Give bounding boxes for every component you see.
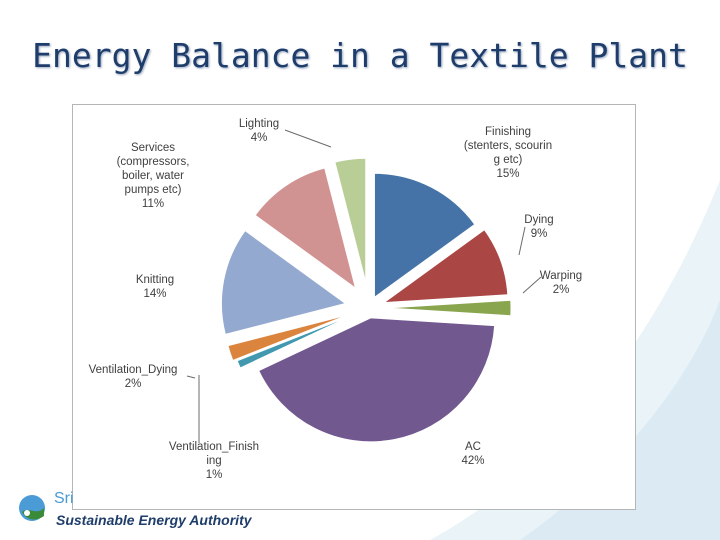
slice-name-line-ventilation-finishing: ing [206, 455, 221, 467]
slice-name-line-services: (compressors, [117, 156, 190, 168]
leader-line-dying [518, 226, 526, 256]
slice-name-line-knitting: Knitting [136, 274, 174, 286]
slice-percent-ventilation-finishing: 1% [206, 469, 223, 481]
slice-name-line-services: Services [131, 142, 175, 154]
slice-name-line-ac: AC [465, 441, 481, 453]
slice-name-line-finishing: Finishing [485, 126, 531, 138]
leader-line-warping [522, 276, 542, 294]
slide-title: Energy Balance in a Textile Plant [32, 36, 688, 75]
slice-name-line-services: boiler, water [122, 170, 184, 182]
slice-percent-warping: 2% [553, 284, 570, 296]
slice-percent-lighting: 4% [251, 132, 268, 144]
slice-percent-ventilation-dying: 2% [125, 378, 142, 390]
slice-percent-finishing: 15% [496, 168, 519, 180]
slice-label-knitting: Knitting 14% [136, 274, 174, 300]
slice-percent-ac: 42% [461, 455, 484, 467]
slice-name-line-dying: Dying [524, 214, 553, 226]
pie-slice-services [254, 167, 357, 290]
pie-slice-ventilation-dying [227, 314, 349, 362]
slice-percent-services: 11% [142, 198, 164, 210]
slice-percent-knitting: 14% [143, 288, 166, 300]
slice-name-line-services: pumps etc) [125, 184, 182, 196]
slice-name-line-finishing: (stenters, scourin [464, 140, 552, 152]
pie-slice-dying [382, 228, 509, 304]
slice-label-warping: Warping 2% [540, 270, 582, 296]
slice-name-line-ventilation-finishing: Ventilation_Finish [169, 441, 259, 453]
slice-name-line-ventilation-dying: Ventilation_Dying [89, 364, 178, 376]
pie-slice-lighting [334, 157, 367, 283]
slice-label-services: Services (compressors, boiler, water pumps … [117, 142, 190, 210]
pie-slice-ventilation-finishing [236, 314, 353, 369]
leader-line-ventilation-dying [186, 375, 196, 379]
slice-name-line-warping: Warping [540, 270, 582, 282]
pie-slice-warping [386, 299, 512, 317]
authority-logo-icon [19, 495, 45, 521]
slice-percent-dying: 9% [531, 228, 548, 240]
pie-slice-finishing [373, 172, 476, 299]
footer-org-name: Sustainable Energy Authority [56, 512, 252, 528]
pie-chart: Finishing (stenters, scourin g etc) 15% Dyin… [72, 104, 636, 510]
slice-label-finishing: Finishing (stenters, scourin g etc) 15% [464, 126, 552, 180]
slice-name-line-lighting: Lighting [239, 118, 279, 130]
slice-name-line-finishing: g etc) [494, 154, 523, 166]
leader-line-lighting [284, 129, 332, 148]
slice-label-ac: AC 42% [461, 441, 484, 467]
slice-label-lighting: Lighting 4% [239, 118, 279, 144]
slice-label-dying: Dying 9% [524, 214, 553, 240]
pie-slice-ac [258, 317, 496, 443]
pie-chart-svg: Finishing (stenters, scourin g etc) 15% Dyin… [89, 118, 583, 481]
slice-label-ventilation-dying: Ventilation_Dying 2% [89, 364, 178, 390]
pie-slice-knitting [220, 229, 347, 335]
footer-org-short: Sri [54, 490, 74, 507]
